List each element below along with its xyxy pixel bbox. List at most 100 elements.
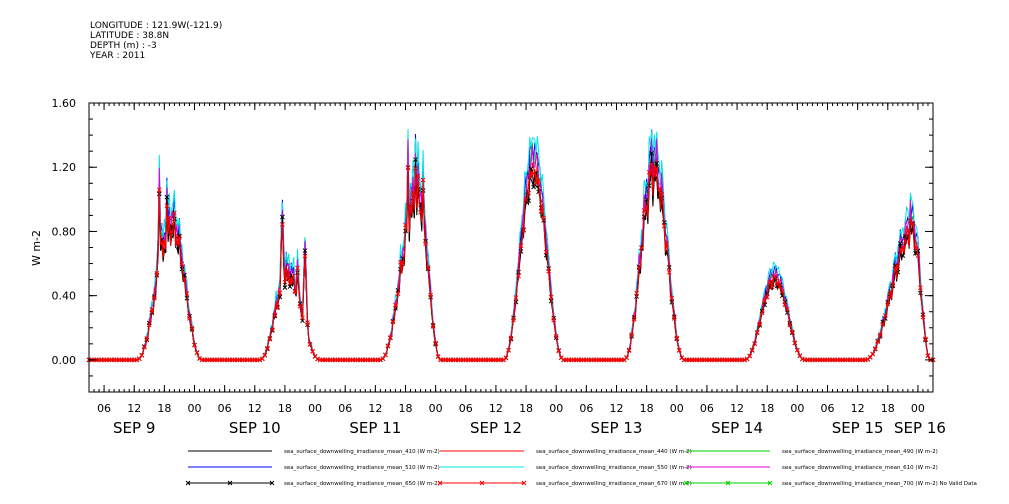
- series-marker: [425, 265, 431, 270]
- plot-frame: [88, 102, 934, 393]
- series-marker: [629, 332, 634, 337]
- series-marker: [390, 319, 396, 325]
- x-hour-label: 12: [248, 402, 262, 415]
- series-marker: [383, 352, 388, 358]
- x-day-label: SEP 16: [894, 419, 946, 437]
- series-marker: [651, 177, 657, 182]
- x-hour-label: 12: [730, 402, 744, 415]
- series-marker: [925, 353, 931, 359]
- x-hour-label: 12: [610, 402, 624, 415]
- series-marker: [413, 157, 418, 162]
- depth-label: DEPTH (m) : -3: [90, 41, 157, 51]
- series-marker: [380, 356, 386, 361]
- series-marker: [141, 344, 147, 350]
- series-marker: [795, 347, 800, 353]
- x-hour-label: 12: [851, 402, 865, 415]
- series-marker: [880, 321, 886, 327]
- series-marker: [282, 279, 288, 285]
- series-marker: [654, 166, 660, 171]
- series-marker: [136, 356, 142, 362]
- series-marker: [892, 265, 898, 270]
- series-marker: [388, 335, 393, 340]
- series-marker: [307, 342, 313, 347]
- series-marker: [671, 316, 677, 321]
- series-marker: [378, 357, 383, 363]
- series-marker: [882, 313, 888, 318]
- series-marker: [903, 239, 908, 244]
- series-marker: [546, 268, 552, 274]
- series-marker: [282, 285, 288, 290]
- series-marker: [164, 203, 170, 209]
- x-hour-label: 06: [97, 402, 111, 415]
- series-marker: [626, 348, 632, 353]
- series-marker: [174, 239, 180, 245]
- series-marker: [536, 178, 541, 184]
- series-marker: [779, 288, 785, 294]
- series-marker: [516, 273, 521, 279]
- series-marker: [624, 355, 629, 360]
- series-marker: [177, 234, 182, 240]
- x-day-label: SEP 10: [229, 419, 281, 437]
- series-marker: [654, 161, 660, 166]
- series-marker: [797, 353, 803, 359]
- series-marker: [272, 312, 278, 318]
- longitude-label: LONGITUDE : 121.9W(-121.9): [90, 21, 223, 31]
- legend-label: sea_surface_downwelling_irradiance_mean_…: [536, 481, 692, 487]
- series-marker: [910, 221, 916, 227]
- series-marker: [503, 355, 509, 361]
- series-marker: [423, 241, 428, 246]
- series-marker: [159, 240, 165, 246]
- series-marker: [918, 285, 923, 291]
- series-marker: [528, 174, 534, 180]
- x-hour-label: 12: [489, 402, 503, 415]
- series-marker: [666, 269, 672, 275]
- series-marker: [890, 282, 896, 288]
- series-marker: [433, 340, 438, 346]
- x-hour-label: 18: [399, 402, 413, 415]
- series-marker: [742, 357, 747, 363]
- series-marker: [310, 348, 315, 354]
- series-marker: [521, 228, 526, 233]
- series-marker: [267, 336, 273, 342]
- legend-marker: [683, 480, 689, 486]
- y-tick-label: 0.00: [52, 354, 77, 367]
- series-marker: [285, 275, 290, 281]
- legend-marker: [437, 480, 443, 486]
- series-marker: [651, 164, 657, 170]
- series-marker: [641, 208, 647, 213]
- series-marker: [184, 291, 190, 296]
- series-marker: [295, 265, 300, 271]
- series-marker: [649, 150, 655, 156]
- x-hour-label: 00: [549, 402, 563, 415]
- x-hour-label: 12: [368, 402, 382, 415]
- series-marker: [769, 284, 775, 290]
- x-day-label: SEP 11: [349, 419, 401, 437]
- series-marker: [257, 357, 263, 363]
- series-marker: [277, 290, 283, 296]
- x-hour-label: 06: [821, 402, 835, 415]
- legend-marker: [767, 480, 773, 486]
- x-hour-label: 00: [911, 402, 925, 415]
- series-marker: [164, 194, 170, 200]
- series-marker: [179, 261, 185, 267]
- series-marker: [169, 229, 175, 234]
- series-marker: [867, 354, 873, 360]
- series-marker: [287, 281, 293, 286]
- series-marker: [395, 291, 401, 297]
- x-day-label: SEP 9: [113, 419, 155, 437]
- x-hour-label: 00: [188, 402, 202, 415]
- y-tick-label: 0.40: [52, 290, 77, 303]
- x-hour-label: 18: [881, 402, 895, 415]
- series-marker: [410, 190, 416, 196]
- series-marker: [139, 352, 145, 358]
- series-marker: [747, 353, 752, 359]
- metadata-header: LONGITUDE : 121.9W(-121.9) LATITUDE : 38…: [90, 21, 222, 61]
- x-hour-label: 00: [790, 402, 804, 415]
- series-marker: [262, 352, 268, 358]
- x-day-label: SEP 15: [832, 419, 884, 437]
- series-marker: [669, 299, 675, 305]
- series-marker: [420, 177, 426, 183]
- series-marker: [177, 233, 182, 239]
- legend-marker: [521, 480, 527, 486]
